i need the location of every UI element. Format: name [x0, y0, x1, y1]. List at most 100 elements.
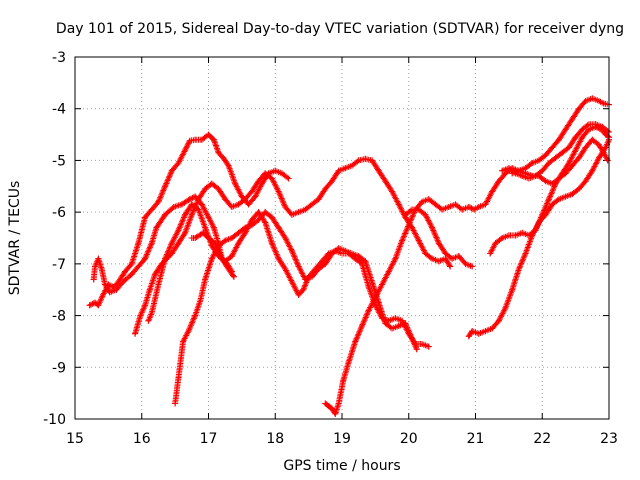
- data-point: [215, 185, 222, 192]
- data-point: [532, 227, 539, 234]
- data-point: [285, 175, 292, 182]
- series-arc-3: [132, 155, 454, 337]
- data-point: [487, 250, 494, 257]
- data-point: [471, 206, 478, 213]
- data-point: [435, 240, 442, 247]
- data-point: [308, 201, 315, 208]
- y-tick-label: -9: [52, 360, 66, 376]
- data-point: [230, 273, 237, 280]
- axis-ticks: [74, 56, 610, 420]
- data-point: [402, 211, 409, 218]
- data-point: [585, 121, 592, 128]
- data-point: [262, 219, 269, 226]
- plot-frame: [74, 56, 610, 420]
- y-tick-label: -5: [52, 153, 66, 169]
- data-point: [579, 134, 586, 141]
- data-point: [369, 278, 376, 285]
- data-point: [225, 162, 232, 169]
- y-tick-label: -10: [43, 412, 66, 428]
- data-point: [602, 131, 609, 138]
- data-point: [315, 196, 322, 203]
- data-point: [522, 250, 529, 257]
- x-tick-label: 21: [467, 431, 485, 447]
- data-point: [335, 245, 342, 252]
- data-point: [539, 211, 546, 218]
- data-point: [268, 214, 275, 221]
- data-point: [192, 312, 199, 319]
- data-point: [242, 196, 249, 203]
- data-point: [318, 258, 325, 265]
- data-point: [235, 201, 242, 208]
- data-point: [228, 235, 235, 241]
- data-point: [369, 157, 376, 164]
- data-point: [235, 240, 242, 247]
- data-point: [178, 201, 185, 208]
- data-point: [90, 276, 97, 283]
- data-point: [375, 167, 382, 174]
- data-point: [182, 147, 189, 154]
- data-point: [429, 255, 436, 262]
- data-point: [542, 152, 549, 159]
- data-point: [168, 250, 175, 257]
- data-point: [499, 167, 506, 174]
- data-point: [340, 377, 347, 384]
- data-point: [170, 203, 177, 210]
- data-point: [162, 255, 169, 262]
- data-point: [282, 203, 289, 210]
- data-point: [604, 157, 611, 164]
- data-point: [505, 165, 512, 172]
- data-point: [212, 240, 219, 247]
- data-point: [295, 209, 302, 216]
- data-point: [539, 167, 546, 174]
- data-point: [205, 214, 212, 221]
- data-point: [405, 222, 412, 229]
- data-point: [192, 235, 199, 241]
- data-point: [565, 160, 572, 167]
- data-point: [385, 268, 392, 275]
- y-tick-label: -6: [52, 205, 66, 221]
- data-point: [100, 291, 107, 298]
- data-point: [185, 328, 192, 335]
- series-arc-12: [499, 121, 612, 182]
- data-point: [288, 278, 295, 285]
- series-arc-6: [188, 229, 235, 275]
- data-point: [459, 206, 466, 213]
- data-point: [455, 253, 462, 260]
- data-point: [102, 281, 109, 288]
- data-point: [186, 137, 193, 144]
- data-point: [365, 284, 372, 291]
- data-point: [255, 178, 262, 185]
- data-point: [489, 325, 496, 332]
- y-tick-label: -8: [52, 309, 66, 325]
- data-point: [197, 297, 204, 304]
- data-point: [248, 188, 255, 195]
- data-point: [278, 170, 285, 177]
- data-point: [552, 180, 559, 187]
- data-point: [549, 144, 556, 151]
- data-point: [462, 260, 469, 267]
- data-point: [365, 307, 372, 314]
- data-point: [228, 253, 235, 260]
- data-point: [589, 136, 596, 143]
- chart-title: Day 101 of 2015, Sidereal Day-to-day VTE…: [56, 21, 624, 37]
- data-point: [575, 154, 582, 161]
- data-point: [382, 320, 389, 327]
- data-point: [122, 268, 129, 275]
- data-point: [349, 162, 356, 169]
- data-point: [262, 170, 269, 177]
- data-point: [582, 178, 589, 185]
- data-point: [379, 281, 386, 288]
- data-point: [195, 206, 202, 213]
- data-point: [572, 147, 579, 154]
- data-point: [419, 198, 426, 205]
- data-point: [328, 405, 335, 412]
- data-point: [355, 157, 362, 164]
- data-point: [188, 201, 195, 208]
- data-point: [202, 185, 209, 192]
- data-point: [447, 263, 454, 270]
- data-point: [252, 193, 259, 200]
- data-point: [175, 227, 182, 234]
- data-point: [499, 235, 506, 241]
- data-point: [362, 258, 369, 265]
